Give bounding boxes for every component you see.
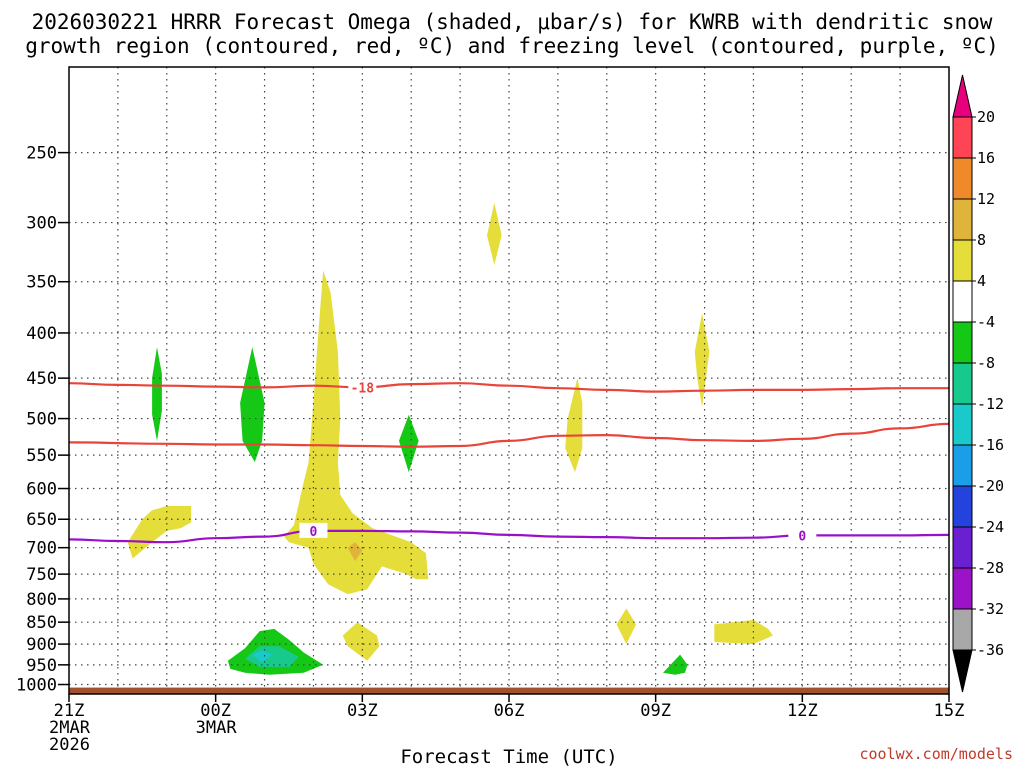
omega-region-7: [714, 619, 773, 645]
y-tick-label-750: 750: [26, 565, 57, 585]
colorbar-swatch-12: [952, 608, 973, 651]
y-tick-label-850: 850: [26, 613, 57, 633]
x-tick-label-line: 3MAR: [196, 718, 238, 738]
colorbar-swatch-6: [952, 362, 973, 405]
y-tick-label-250: 250: [26, 144, 57, 164]
colorbar-swatch-5: [952, 321, 973, 364]
colorbar-label-8: -16: [977, 436, 1004, 454]
grid-lines: [69, 67, 949, 694]
omega-shaded-regions: [127, 202, 773, 675]
omega-region-3: [565, 378, 583, 473]
y-tick-label-300: 300: [26, 214, 57, 234]
omega-region-8: [347, 542, 363, 562]
colorbar-label-11: -28: [977, 559, 1004, 577]
contour-label-bg-2-1: [788, 527, 817, 543]
x-tick-label-line: 2MAR: [49, 718, 91, 738]
x-tick-label-18: 15Z: [934, 701, 965, 721]
colorbar-swatch-7: [952, 403, 973, 446]
y-tick-label-550: 550: [26, 446, 57, 466]
omega-region-2: [487, 202, 502, 265]
contour-label-2-1: 0: [798, 529, 806, 544]
colorbar-swatch-1: [952, 157, 973, 200]
colorbar-bottom-arrow: [952, 649, 973, 693]
y-tick-label-400: 400: [26, 324, 57, 344]
ground-below-surface: [69, 687, 949, 694]
y-tick-label-600: 600: [26, 480, 57, 500]
x-tick-label-line: 00Z: [200, 701, 231, 721]
colorbar-swatch-11: [952, 567, 973, 610]
colorbar-label-12: -32: [977, 600, 1004, 618]
contour-label-bg-2-0: [299, 522, 328, 538]
omega-region-5: [616, 608, 637, 645]
time-axis: 21Z 2MAR 2026 00Z 3MAR 03Z 06Z 09Z 12Z 15Z: [49, 694, 964, 755]
omega-region-15: [252, 650, 272, 663]
contour-line-0: [68, 382, 949, 393]
y-tick-label-650: 650: [26, 510, 57, 530]
colorbar-label-5: -4: [977, 313, 995, 331]
y-tick-label-900: 900: [26, 635, 57, 655]
contour-label-0-0: -18: [351, 381, 375, 396]
x-tick-label-line: 03Z: [347, 701, 378, 721]
x-tick-label-3: 00Z 3MAR: [196, 701, 238, 738]
colorbar-swatch-10: [952, 526, 973, 569]
colorbar-label-3: 8: [977, 231, 986, 249]
y-tick-label-950: 950: [26, 656, 57, 676]
pressure-axis: 2503003504004505005506006507007508008509…: [16, 144, 69, 696]
y-tick-label-350: 350: [26, 273, 57, 293]
colorbar-label-2: 12: [977, 190, 995, 208]
colorbar-label-1: 16: [977, 149, 995, 167]
chart-title-line-1: 2026030221 HRRR Forecast Omega (shaded, …: [32, 10, 993, 34]
y-tick-label-700: 700: [26, 539, 57, 559]
omega-region-6: [342, 622, 380, 661]
credit-text[interactable]: coolwx.com/models: [859, 745, 1013, 763]
temperature-contours: -18 0 0: [68, 379, 950, 544]
x-tick-label-12: 09Z: [640, 701, 671, 721]
colorbar-label-0: 20: [977, 108, 995, 126]
colorbar-label-4: 4: [977, 272, 986, 290]
omega-region-0: [284, 270, 429, 595]
x-tick-label-9: 06Z: [494, 701, 525, 721]
omega-region-9: [152, 347, 162, 441]
y-tick-label-1000: 1000: [16, 676, 57, 696]
chart-title-line-2: growth region (contoured, red, ºC) and f…: [25, 34, 999, 58]
x-tick-label-line: 06Z: [494, 701, 525, 721]
contour-line-1: [68, 422, 950, 448]
colorbar-swatch-4: [952, 280, 973, 323]
x-tick-label-line: 21Z: [54, 701, 85, 721]
colorbar: 20 16 12 8 4 -4 -8 -12 -16 -20 -24 -28 -32 -36: [952, 74, 1004, 693]
x-axis-label: Forecast Time (UTC): [400, 746, 617, 768]
omega-region-14: [245, 646, 299, 667]
y-tick-label-500: 500: [26, 410, 57, 430]
colorbar-swatch-2: [952, 198, 973, 241]
omega-region-4: [694, 313, 710, 407]
x-tick-label-6: 03Z: [347, 701, 378, 721]
omega-region-11: [399, 414, 419, 473]
x-tick-label-line: 2026: [49, 735, 90, 755]
x-tick-label-line: 12Z: [787, 701, 818, 721]
colorbar-swatch-8: [952, 444, 973, 487]
x-tick-label-line: 15Z: [934, 701, 965, 721]
colorbar-swatch-0: [952, 116, 973, 159]
y-tick-label-450: 450: [26, 369, 57, 389]
omega-region-10: [240, 347, 265, 463]
colorbar-label-9: -20: [977, 477, 1004, 495]
y-tick-label-800: 800: [26, 590, 57, 610]
colorbar-label-13: -36: [977, 641, 1004, 659]
colorbar-swatch-3: [952, 239, 973, 282]
colorbar-label-7: -12: [977, 395, 1004, 413]
omega-region-1: [127, 506, 192, 559]
colorbar-top-arrow: [952, 74, 973, 118]
x-tick-label-line: 09Z: [640, 701, 671, 721]
colorbar-label-6: -8: [977, 354, 995, 372]
colorbar-label-10: -24: [977, 518, 1004, 536]
contour-label-bg-0-0: [348, 379, 377, 395]
x-tick-label-0: 21Z 2MAR 2026: [49, 701, 91, 755]
colorbar-swatch-9: [952, 485, 973, 528]
plot-area: -18 0 0: [68, 66, 950, 695]
x-tick-label-15: 12Z: [787, 701, 818, 721]
contour-label-2-0: 0: [310, 525, 318, 540]
